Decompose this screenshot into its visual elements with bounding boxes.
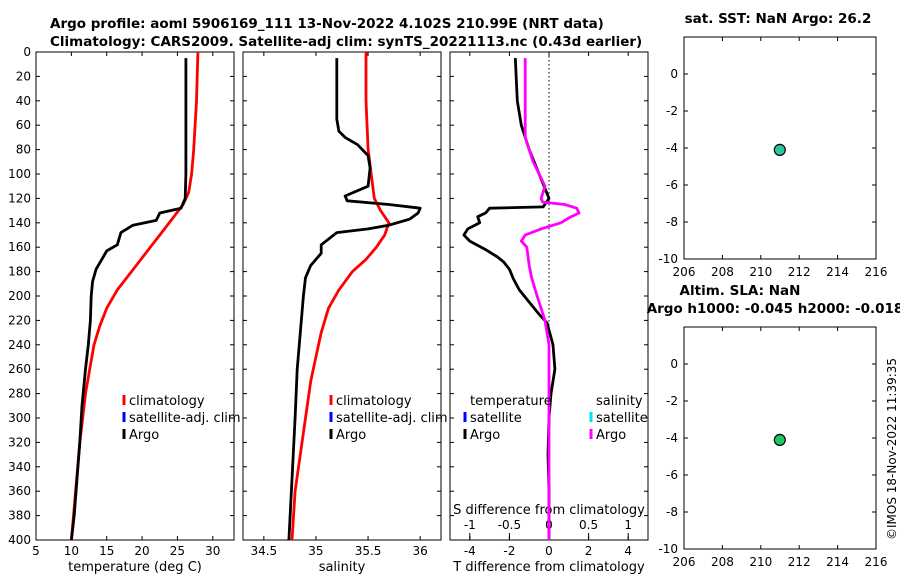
difference-series-argo-salinity-difference (519, 58, 581, 540)
salinity-legend-label: satellite-adj. clim (336, 411, 448, 426)
sla-panel-y-tick-label: -4 (666, 431, 678, 445)
sla-panel-y-tick-label: -2 (666, 394, 678, 408)
depth-tick-label: 300 (8, 411, 31, 425)
depth-tick-label: 380 (8, 509, 31, 523)
sst-panel-y-tick-label: -2 (666, 104, 678, 118)
salinity-axes-box (242, 51, 442, 541)
salinity-x-tick-label: 36 (413, 544, 428, 558)
salinity-diff-tick-label: 1 (624, 518, 632, 532)
sla-panel-x-tick-label: 208 (711, 555, 734, 569)
sla-panel-title-line2: Argo h1000: -0.045 h2000: -0.018 (647, 301, 900, 317)
temperature-x-tick-label: 25 (170, 544, 185, 558)
temperature-x-tick-label: 30 (205, 544, 220, 558)
difference-x-tick-label: -4 (464, 544, 476, 558)
sla-panel-x-tick-label: 210 (749, 555, 772, 569)
salinity-x-tick-label: 35 (308, 544, 323, 558)
salinity-x-tick-label: 35.5 (355, 544, 382, 558)
salinity-legend-label: climatology (336, 394, 412, 409)
salinity-series-argo (287, 58, 422, 541)
sla-panel-y-tick-label: 0 (670, 357, 678, 371)
legend-salinity-label: Argo (596, 428, 626, 443)
sla-panel-x-tick-label: 206 (673, 555, 696, 569)
salinity-legend-label: Argo (336, 428, 366, 443)
temperature-legend-label: satellite-adj. clim (129, 411, 241, 426)
salinity-x-tick-label: 34.5 (250, 544, 277, 558)
figure-title-line2: Climatology: CARS2009. Satellite-adj cli… (50, 34, 642, 50)
temperature-axes-box (35, 51, 235, 541)
difference-x-axis-label: T difference from climatology (452, 560, 645, 575)
legend-temperature-label: satellite (470, 411, 522, 426)
sla-panel-x-tick-label: 212 (788, 555, 811, 569)
legend-temperature-label: Argo (470, 428, 500, 443)
depth-tick-label: 80 (16, 143, 31, 157)
depth-tick-label: 220 (8, 313, 31, 327)
temperature-x-tick-label: 15 (99, 544, 114, 558)
depth-tick-label: 100 (8, 167, 31, 181)
figure-title-line1: Argo profile: aoml 5906169_111 13-Nov-20… (50, 16, 604, 32)
sst-panel-x-tick-label: 216 (865, 265, 888, 279)
depth-tick-label: 360 (8, 484, 31, 498)
depth-tick-label: 260 (8, 362, 31, 376)
depth-tick-label: 40 (16, 94, 31, 108)
sst-panel-x-tick-label: 206 (673, 265, 696, 279)
temperature-x-axis-label: temperature (deg C) (68, 560, 202, 575)
legend-temperature-title: temperature (470, 394, 552, 409)
salinity-x-axis-label: salinity (319, 560, 366, 575)
timestamp-label: ©IMOS 18-Nov-2022 11:39:35 (885, 358, 899, 540)
temperature-x-tick-label: 10 (64, 544, 79, 558)
sst-panel-x-tick-label: 214 (826, 265, 849, 279)
depth-tick-label: 240 (8, 338, 31, 352)
temperature-legend-label: Argo (129, 428, 159, 443)
sla-panel-title-line1: Altim. SLA: NaN (680, 283, 801, 299)
sst-panel-title: sat. SST: NaN Argo: 26.2 (685, 11, 872, 27)
salinity-diff-tick-label: -0.5 (498, 518, 521, 532)
depth-tick-label: 320 (8, 435, 31, 449)
depth-tick-label: 140 (8, 216, 31, 230)
sst-panel-x-tick-label: 208 (711, 265, 734, 279)
legend-salinity-label: satellite (596, 411, 648, 426)
legend-salinity-title: salinity (596, 394, 643, 409)
sla-panel-argo-location-marker (773, 433, 786, 446)
temperature-x-tick-label: 20 (134, 544, 149, 558)
sla-panel-y-tick-label: -10 (658, 542, 678, 556)
salinity-diff-tick-label: 0.5 (579, 518, 598, 532)
sla-panel-x-tick-label: 216 (865, 555, 888, 569)
depth-tick-label: 120 (8, 191, 31, 205)
plot-layer: 0204060801001201401601802002202402602803… (8, 36, 888, 575)
sla-panel-y-tick-label: -8 (666, 505, 678, 519)
depth-tick-label: 200 (8, 289, 31, 303)
depth-tick-label: 180 (8, 265, 31, 279)
temperature-x-tick-label: 5 (32, 544, 40, 558)
depth-tick-label: 340 (8, 460, 31, 474)
sst-panel-y-tick-label: -6 (666, 178, 678, 192)
depth-tick-label: 400 (8, 533, 31, 547)
sla-panel-y-tick-label: -6 (666, 468, 678, 482)
sst-panel-x-tick-label: 212 (788, 265, 811, 279)
difference-x-tick-label: 2 (585, 544, 593, 558)
difference-x-tick-label: 0 (545, 544, 553, 558)
depth-tick-label: 60 (16, 118, 31, 132)
sla-panel-x-tick-label: 214 (826, 555, 849, 569)
sst-panel-x-tick-label: 210 (749, 265, 772, 279)
sst-panel-y-tick-label: -10 (658, 252, 678, 266)
sst-panel-y-tick-label: -8 (666, 215, 678, 229)
salinity-series-climatology (290, 52, 391, 541)
sst-panel-y-tick-label: 0 (670, 67, 678, 81)
difference-x-tick-label: 4 (624, 544, 632, 558)
salinity-diff-tick-label: -1 (464, 518, 476, 532)
depth-tick-label: 160 (8, 240, 31, 254)
depth-tick-label: 280 (8, 387, 31, 401)
depth-tick-label: 20 (16, 69, 31, 83)
sst-panel-argo-location-marker (773, 143, 786, 156)
difference-x-tick-label: -2 (503, 544, 515, 558)
depth-tick-label: 0 (23, 45, 31, 59)
sst-panel-y-tick-label: -4 (666, 141, 678, 155)
temperature-legend-label: climatology (129, 394, 205, 409)
difference-series-argo-temperature-difference (462, 58, 557, 540)
temperature-series-argo (70, 58, 188, 541)
